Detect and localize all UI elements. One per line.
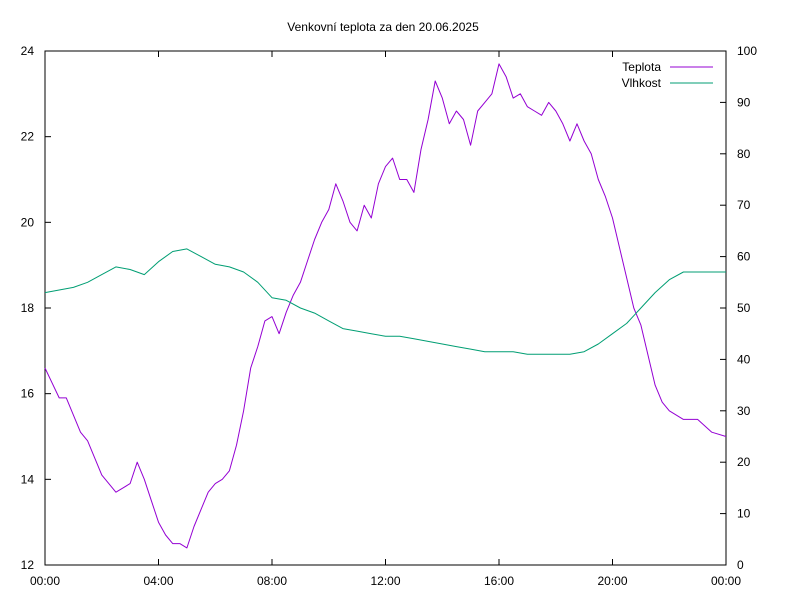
series-line-teplota xyxy=(44,63,727,549)
y-left-tick-label: 16 xyxy=(21,387,35,401)
x-tick-label: 12:00 xyxy=(370,574,400,588)
series-line-vlhkost xyxy=(44,248,726,355)
y-axis-right: 0 10 20 30 40 50 60 70 80 90 100 xyxy=(720,44,757,572)
y-right-tick-label: 30 xyxy=(737,404,751,418)
y-right-tick-label: 100 xyxy=(737,44,757,58)
x-tick-label: 20:00 xyxy=(597,574,627,588)
legend-label-teplota: Teplota xyxy=(622,60,661,74)
y-left-tick-label: 20 xyxy=(21,215,35,229)
legend: Teplota Vlhkost xyxy=(622,60,713,90)
x-axis: 00:00 04:00 08:00 12:00 16:00 20:00 00:00 xyxy=(30,51,741,588)
y-right-tick-label: 40 xyxy=(737,352,751,366)
y-left-tick-label: 14 xyxy=(21,472,35,486)
y-right-tick-label: 90 xyxy=(737,95,751,109)
series-lines xyxy=(44,63,727,549)
chart-title: Venkovní teplota za den 20.06.2025 xyxy=(287,20,479,34)
y-right-tick-label: 50 xyxy=(737,301,751,315)
y-axis-left: 12 14 16 18 20 22 24 xyxy=(21,44,51,572)
x-tick-label: 00:00 xyxy=(711,574,741,588)
x-tick-label: 16:00 xyxy=(484,574,514,588)
legend-label-vlhkost: Vlhkost xyxy=(622,76,662,90)
y-right-tick-label: 0 xyxy=(737,558,744,572)
y-right-tick-label: 20 xyxy=(737,455,751,469)
x-tick-label: 00:00 xyxy=(30,574,60,588)
y-right-tick-label: 80 xyxy=(737,147,751,161)
x-tick-label: 04:00 xyxy=(143,574,173,588)
y-right-tick-label: 60 xyxy=(737,250,751,264)
y-left-tick-label: 18 xyxy=(21,301,35,315)
y-left-tick-label: 22 xyxy=(21,130,35,144)
y-right-tick-label: 70 xyxy=(737,198,751,212)
x-tick-label: 08:00 xyxy=(257,574,287,588)
y-left-tick-label: 24 xyxy=(21,44,35,58)
y-right-tick-label: 10 xyxy=(737,507,751,521)
y-left-tick-label: 12 xyxy=(21,558,35,572)
